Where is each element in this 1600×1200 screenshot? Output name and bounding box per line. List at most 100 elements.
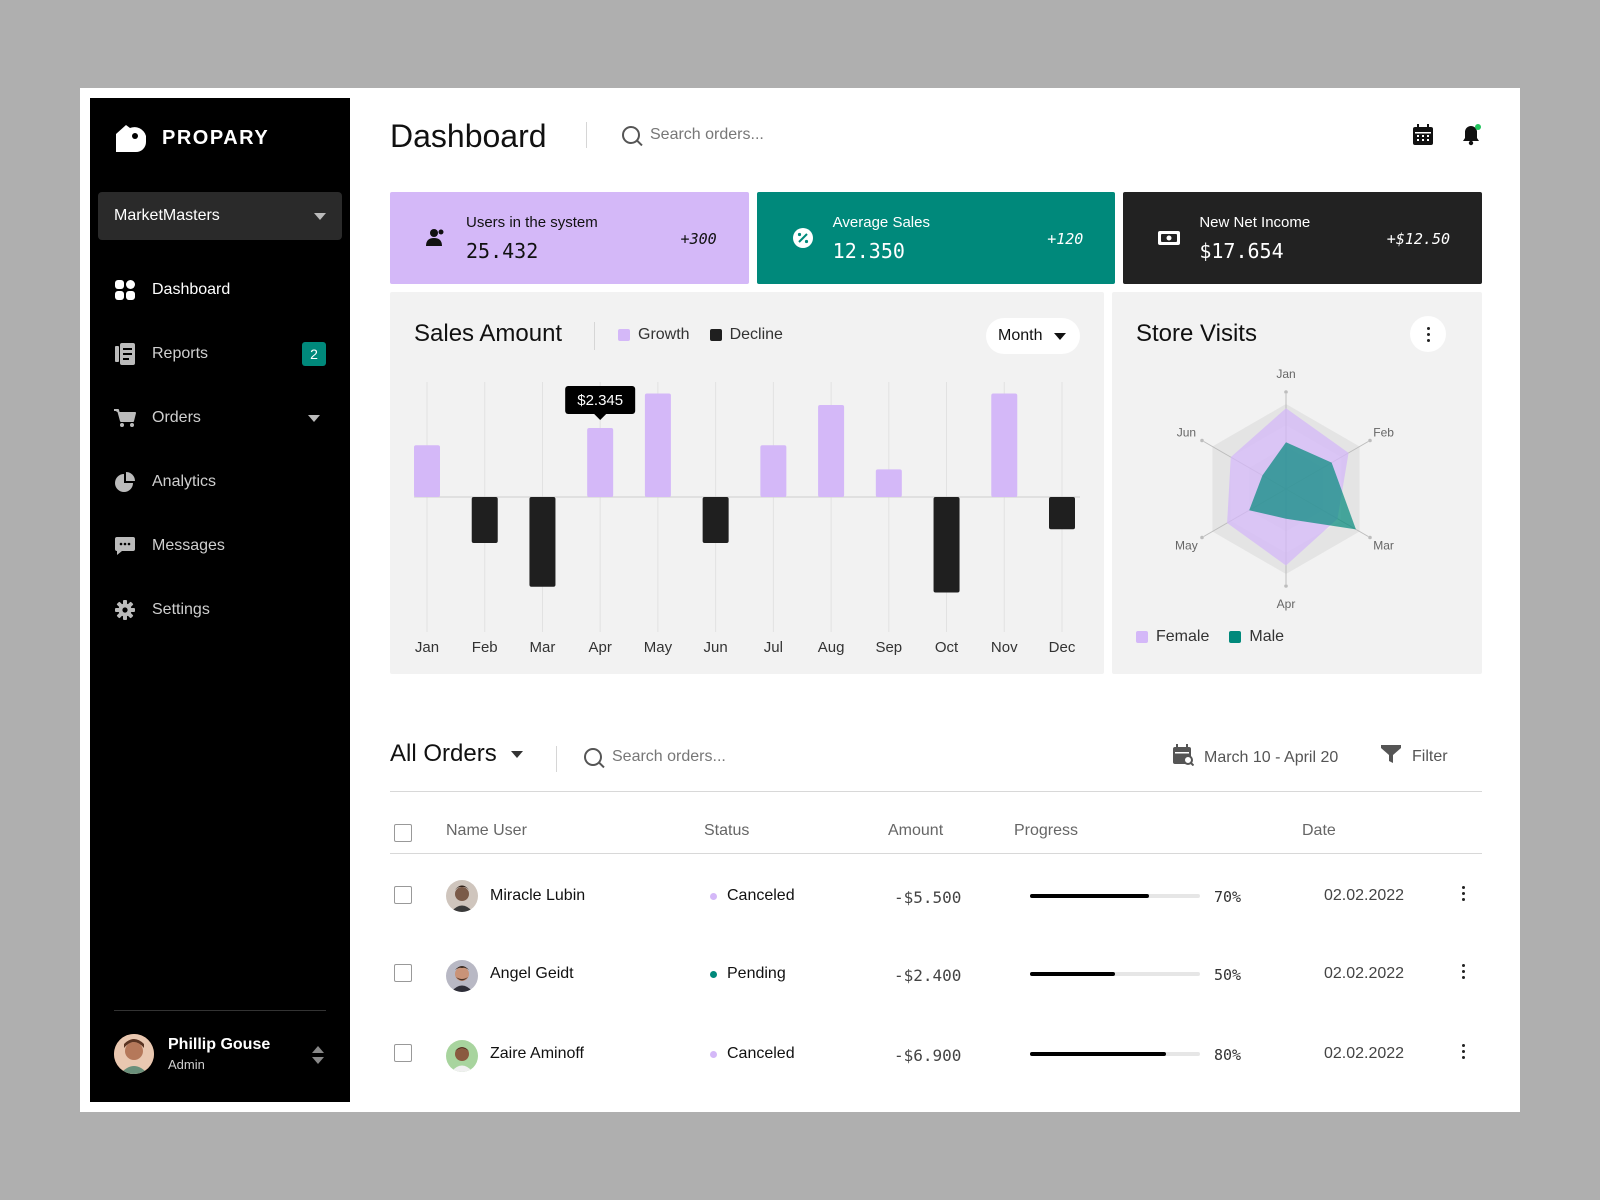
brand-name: PROPARY — [162, 126, 270, 149]
sidebar-item-label: Settings — [152, 601, 210, 618]
orders-search[interactable]: Search orders... — [584, 748, 726, 766]
avatar — [446, 960, 478, 992]
row-checkbox[interactable] — [394, 964, 412, 982]
filter-button[interactable]: Filter — [1380, 744, 1448, 769]
orders-title-selector[interactable]: All Orders — [390, 740, 523, 768]
stat-value: $17.654 — [1199, 238, 1284, 263]
order-date: 02.02.2022 — [1324, 965, 1405, 982]
sidebar-divider — [114, 1010, 326, 1011]
radar-axis-label: Jan — [1276, 367, 1295, 381]
app-window: PROPARY MarketMasters Dashboard Reports … — [80, 88, 1520, 1112]
stat-card-users[interactable]: Users in the system 25.432 +300 — [390, 192, 749, 284]
progress-bar — [1030, 1052, 1200, 1056]
sales-bar-chart: Jan Feb Mar Apr May Jun Jul Aug Sep Oct Nov Dec $2.3… — [414, 382, 1080, 656]
x-tick-label: Mar — [530, 639, 556, 656]
avatar — [114, 1034, 154, 1074]
header-actions — [1412, 124, 1482, 151]
radar-axis-tip — [1284, 390, 1288, 394]
column-header-status[interactable]: Status — [704, 822, 750, 839]
message-icon — [114, 535, 136, 557]
user-profile[interactable]: Phillip Gouse Admin — [114, 1034, 326, 1074]
stat-value: 12.350 — [832, 238, 905, 263]
bell-icon[interactable] — [1460, 124, 1482, 151]
sidebar-item-messages[interactable]: Messages — [90, 514, 350, 578]
x-tick-label: May — [644, 639, 673, 656]
filter-icon — [1380, 744, 1402, 769]
stat-card-net-income[interactable]: New Net Income $17.654 +$12.50 — [1123, 192, 1483, 284]
row-menu-button[interactable] — [1462, 886, 1465, 901]
status-dot — [710, 970, 717, 978]
date-range-picker[interactable]: March 10 - April 20 — [1172, 744, 1338, 771]
x-tick-label: Oct — [935, 639, 959, 656]
status-dot — [710, 892, 717, 900]
status-badge: Canceled — [710, 1045, 795, 1063]
row-checkbox[interactable] — [394, 886, 412, 904]
row-menu-button[interactable] — [1462, 1044, 1465, 1059]
growth-bar-jan — [414, 445, 440, 497]
period-value: Month — [998, 327, 1043, 344]
page-title: Dashboard — [390, 118, 547, 154]
sidebar-item-analytics[interactable]: Analytics — [90, 450, 350, 514]
radar-axis-label: May — [1175, 539, 1198, 553]
grid-icon — [114, 279, 136, 301]
radar-axis-label: Jun — [1177, 426, 1196, 440]
chevron-down-icon[interactable] — [308, 414, 320, 422]
growth-bar-jul — [760, 445, 787, 497]
decline-bar-feb — [471, 497, 498, 543]
calendar-icon[interactable] — [1412, 124, 1434, 151]
stat-value: 25.432 — [466, 238, 539, 263]
column-header-progress[interactable]: Progress — [1014, 822, 1079, 839]
stat-card-average-sales[interactable]: Average Sales 12.350 +120 — [756, 192, 1116, 284]
table-row[interactable]: Angel Geidt Pending -$2.400 50% 02.02.20… — [390, 936, 1482, 1016]
stat-delta: +120 — [1047, 230, 1084, 248]
x-tick-label: Apr — [589, 639, 612, 656]
sidebar-item-label: Messages — [152, 537, 225, 554]
tooltip-box — [565, 386, 636, 414]
sidebar-item-orders[interactable]: Orders — [90, 386, 350, 450]
sidebar-item-dashboard[interactable]: Dashboard — [90, 258, 350, 322]
radar-axis-label: Feb — [1373, 426, 1394, 440]
sidebar-item-settings[interactable]: Settings — [90, 578, 350, 642]
row-checkbox[interactable] — [394, 1044, 412, 1062]
sort-toggle-icon[interactable] — [312, 1046, 324, 1064]
search-input[interactable]: Search orders... — [650, 126, 764, 143]
orders-title: All Orders — [390, 740, 497, 767]
search-icon — [584, 748, 602, 766]
chevron-down-icon — [510, 750, 523, 758]
growth-bar-sep — [875, 469, 902, 497]
radar-axis-tip — [1284, 584, 1288, 588]
legend-growth: Growth — [618, 326, 690, 344]
sidebar-item-reports[interactable]: Reports 2 — [90, 322, 350, 386]
sidebar-item-label: Analytics — [152, 473, 217, 490]
user-name: Angel Geidt — [490, 965, 574, 982]
column-header-amount[interactable]: Amount — [888, 822, 944, 839]
order-date: 02.02.2022 — [1324, 1045, 1405, 1062]
panel-title: Sales Amount — [414, 320, 563, 347]
radar-axis-tip — [1200, 438, 1204, 443]
workspace-selector[interactable]: MarketMasters — [98, 192, 342, 240]
progress-bar — [1030, 894, 1200, 898]
table-top-rule — [390, 791, 1482, 792]
x-tick-label: Jun — [704, 639, 728, 656]
tooltip-pointer — [594, 414, 607, 420]
logo-icon — [116, 125, 146, 152]
row-menu-button[interactable] — [1462, 964, 1465, 979]
order-date: 02.02.2022 — [1324, 887, 1405, 904]
progress-percent: 70% — [1214, 888, 1242, 906]
more-options-button[interactable] — [1410, 316, 1446, 352]
store-visits-radar-chart: Jan Feb Mar Apr May Jun — [1175, 367, 1394, 611]
progress-bar — [1030, 972, 1200, 976]
period-dropdown[interactable]: Month — [986, 318, 1081, 354]
divider — [556, 746, 557, 772]
orders-search-input[interactable]: Search orders... — [612, 748, 726, 765]
select-all-checkbox[interactable] — [394, 824, 412, 842]
table-row[interactable]: Miracle Lubin Canceled -$5.500 70% 02.02… — [390, 856, 1482, 936]
column-header-name[interactable]: Name User — [446, 822, 527, 839]
column-header-date[interactable]: Date — [1302, 822, 1336, 839]
brand-logo[interactable]: PROPARY — [114, 122, 269, 154]
avatar — [446, 880, 478, 912]
table-row[interactable]: Zaire Aminoff Canceled -$6.900 80% 02.02… — [390, 1016, 1482, 1096]
progress-fill — [1030, 1052, 1166, 1056]
header-search[interactable]: Search orders... — [622, 126, 764, 144]
sidebar-item-label: Orders — [152, 409, 201, 426]
